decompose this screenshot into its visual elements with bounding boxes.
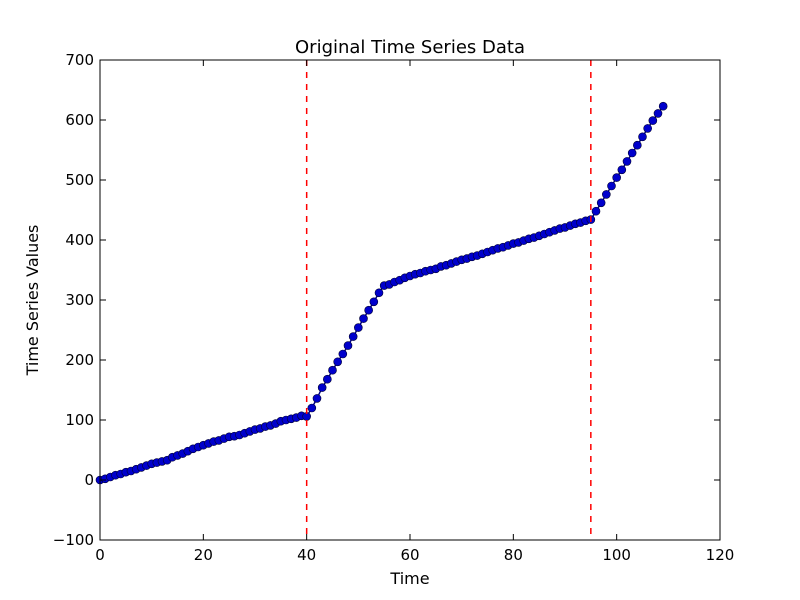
y-tick-label: 300 (65, 291, 94, 309)
data-point (343, 341, 353, 350)
data-point (633, 140, 642, 150)
data-point (359, 314, 368, 323)
data-point (348, 332, 358, 341)
data-point (328, 365, 337, 375)
data-point (612, 173, 621, 182)
data-point (591, 206, 601, 216)
plot-area (95, 60, 668, 540)
y-tick-label: 0 (84, 471, 94, 489)
y-tick-label: 100 (65, 411, 94, 429)
data-point (622, 157, 632, 166)
y-axis-label: Time Series Values (23, 225, 42, 377)
data-point (312, 394, 322, 403)
x-axis-label: Time (389, 569, 429, 588)
data-point (338, 349, 348, 359)
data-point (653, 109, 663, 118)
data-point (354, 323, 363, 332)
y-tick-label: 700 (65, 51, 94, 69)
data-point (374, 288, 384, 298)
data-point (596, 198, 606, 208)
data-point (323, 374, 332, 384)
x-tick-label: 0 (95, 546, 105, 564)
data-point (648, 116, 658, 125)
y-tick-label: 200 (65, 351, 94, 369)
chart-title: Original Time Series Data (295, 37, 525, 58)
data-point (617, 165, 627, 175)
data-point (333, 357, 342, 367)
y-tick-label: −100 (53, 531, 94, 549)
axes: 0 20 40 60 80 100 120−100010020030040050060070… (53, 51, 735, 564)
x-tick-label: 40 (297, 546, 316, 564)
data-point (607, 181, 616, 191)
x-tick-label: 60 (400, 546, 419, 564)
data-point (643, 124, 652, 133)
data-point (317, 383, 327, 392)
data-point (369, 297, 379, 307)
x-tick-label: 20 (194, 546, 213, 564)
y-tick-label: 600 (65, 111, 94, 129)
data-point (638, 132, 647, 142)
data-point (658, 101, 668, 111)
data-point (307, 403, 317, 413)
data-point (602, 190, 611, 199)
y-tick-label: 400 (65, 231, 94, 249)
x-tick-label: 100 (602, 546, 631, 564)
data-point (364, 305, 373, 315)
y-tick-label: 500 (65, 171, 94, 189)
x-tick-label: 80 (504, 546, 523, 564)
x-tick-label: 120 (706, 546, 735, 564)
data-point (627, 148, 637, 158)
